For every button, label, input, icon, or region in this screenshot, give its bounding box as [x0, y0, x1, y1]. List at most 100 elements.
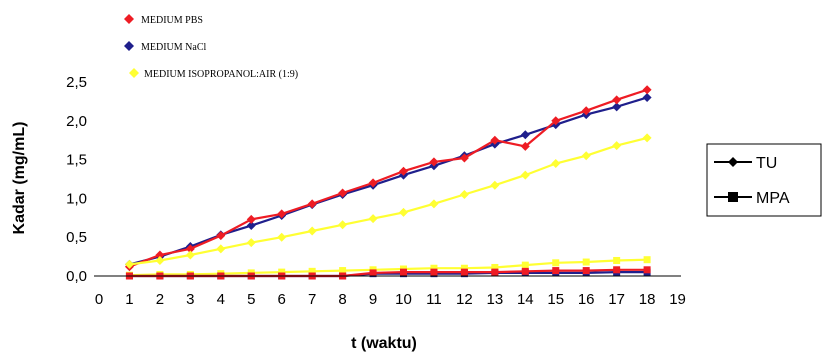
x-tick-label: 0: [95, 291, 103, 308]
legend-label: MEDIUM ISOPROPANOL:AIR (1:9): [144, 69, 298, 80]
medium-legend: MEDIUM PBS MEDIUM NaCl MEDIUM ISOPROPANOL:…: [124, 14, 298, 80]
data-point: [581, 106, 591, 116]
data-point: [216, 244, 226, 254]
data-point: [520, 170, 530, 180]
data-point: [459, 153, 469, 163]
data-point: [246, 214, 256, 224]
series-line: [129, 88, 648, 268]
data-point: [155, 250, 165, 260]
y-tick-label: 2,5: [66, 74, 87, 91]
data-point: [521, 267, 529, 275]
x-tick-label: 7: [308, 291, 316, 308]
x-tick-label: 16: [578, 291, 595, 308]
square-icon: [728, 192, 738, 202]
data-point: [277, 209, 287, 219]
y-tick-label: 2,0: [66, 113, 87, 130]
diamond-icon: [728, 157, 738, 167]
data-point: [551, 116, 561, 126]
series-line: [129, 136, 648, 266]
series-1: [124, 85, 652, 272]
data-point: [155, 255, 165, 265]
x-axis-title: t (waktu): [351, 335, 417, 352]
data-point: [459, 190, 469, 200]
marker-legend: TU MPA: [706, 143, 822, 217]
data-point: [429, 157, 439, 167]
data-point: [643, 256, 651, 264]
x-tick-label: 8: [338, 291, 346, 308]
y-tick-label: 1,5: [66, 152, 87, 169]
legend-label: TU: [756, 155, 777, 172]
data-point: [551, 158, 561, 168]
x-tick-label: 19: [669, 291, 686, 308]
data-point: [339, 267, 347, 275]
x-tick-label: 2: [156, 291, 164, 308]
data-point: [124, 259, 134, 269]
x-tick-label: 3: [186, 291, 194, 308]
x-tick-label: 1: [125, 291, 133, 308]
data-point: [246, 221, 256, 231]
data-point: [307, 199, 317, 209]
legend-marker-icon: [124, 41, 134, 51]
data-point: [430, 268, 438, 276]
data-point: [612, 95, 622, 105]
series-line: [129, 258, 648, 277]
data-point: [369, 269, 377, 277]
data-point: [582, 267, 590, 275]
data-point: [308, 267, 316, 275]
x-tick-label: 13: [487, 291, 504, 308]
x-tick-label: 18: [639, 291, 656, 308]
data-point: [368, 214, 378, 224]
data-point: [552, 259, 560, 267]
data-point: [520, 130, 530, 140]
legend-marker-icon: [124, 14, 134, 24]
data-point: [368, 178, 378, 188]
data-point: [642, 133, 652, 143]
data-point: [185, 250, 195, 260]
data-point: [552, 267, 560, 275]
data-point: [399, 207, 408, 217]
x-tick-label: 11: [426, 291, 442, 308]
x-tick-label: 10: [395, 291, 412, 308]
y-tick-label: 0,0: [66, 268, 87, 285]
legend-label: MEDIUM PBS: [141, 15, 203, 26]
legend-label: MEDIUM NaCl: [141, 42, 206, 53]
data-point: [278, 268, 286, 276]
data-point: [490, 180, 500, 190]
data-point: [246, 238, 256, 248]
y-axis-title: Kadar (mg/mL): [11, 122, 28, 235]
data-point: [460, 264, 468, 272]
data-point: [430, 264, 438, 272]
x-tick-label: 5: [247, 291, 255, 308]
data-point: [460, 268, 468, 276]
data-point: [491, 268, 499, 276]
data-point: [490, 135, 500, 145]
data-point: [307, 226, 317, 236]
data-point: [216, 231, 226, 241]
data-point: [642, 93, 652, 103]
x-tick-label: 14: [517, 291, 534, 308]
series-2: [124, 133, 652, 269]
data-point: [643, 266, 651, 274]
legend-marker-icon: [129, 68, 139, 78]
data-point: [520, 141, 530, 151]
legend-label: MPA: [756, 190, 790, 207]
x-tick-label: 4: [217, 291, 225, 308]
data-point: [581, 151, 591, 161]
data-point: [400, 268, 407, 276]
x-tick-label: 17: [608, 291, 625, 308]
data-point: [521, 261, 529, 269]
data-point: [612, 102, 622, 112]
data-point: [612, 141, 622, 151]
data-point: [338, 220, 348, 230]
data-point: [491, 263, 499, 271]
data-point: [613, 266, 621, 274]
tick-labels: 0 1 2 3 4 5 6 7 8 9 10 11 12 13 14 15 16 17 18 190,00,51,01…: [66, 74, 686, 308]
series-line: [129, 96, 648, 266]
plot-area: [124, 85, 652, 280]
x-tick-label: 15: [547, 291, 564, 308]
data-point: [399, 166, 408, 176]
data-point: [277, 232, 287, 242]
x-tick-label: 9: [369, 291, 377, 308]
data-point: [613, 256, 621, 264]
x-tick-label: 12: [456, 291, 473, 308]
